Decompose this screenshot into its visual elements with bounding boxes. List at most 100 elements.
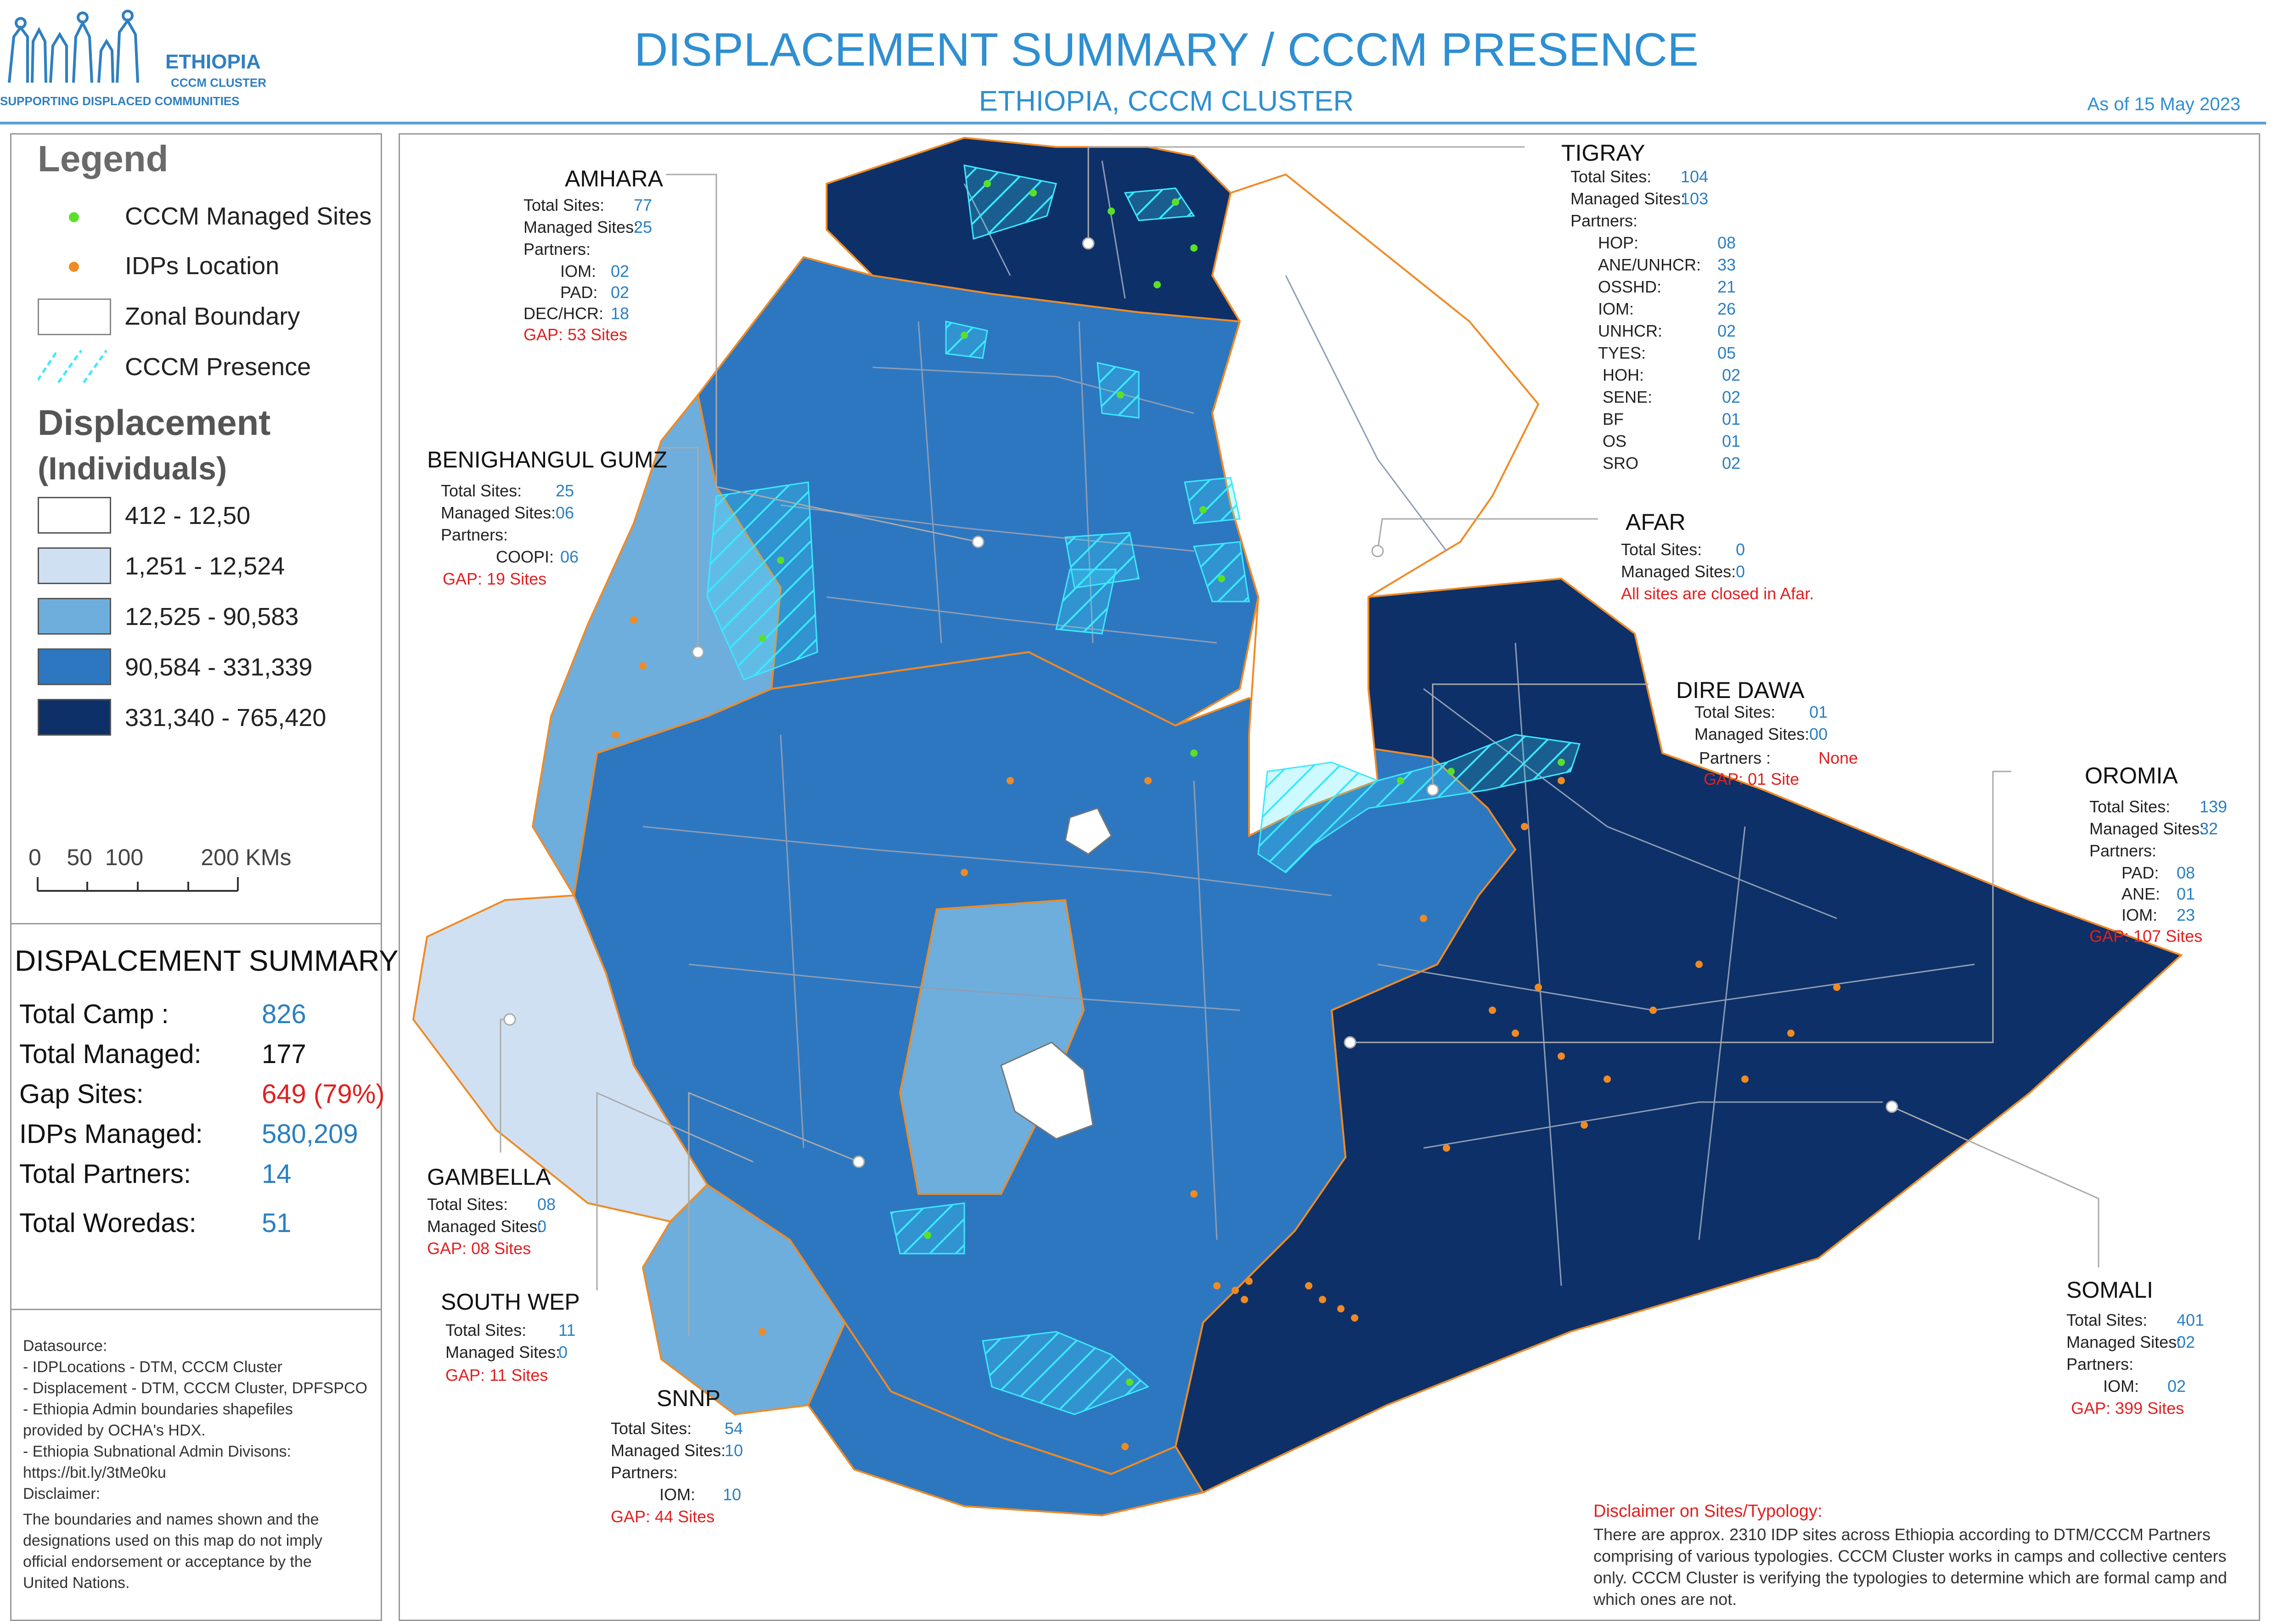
source-line: - IDPLocations - DTM, CCCM Cluster xyxy=(23,1358,282,1376)
tigray-value: 33 xyxy=(1717,255,1736,274)
benishangul-value: 25 xyxy=(556,481,574,500)
scale-bar-label: 0 50 100 200 KMs xyxy=(28,844,292,870)
amhara-key: Managed Sites: xyxy=(523,218,639,236)
diredawa-value: None xyxy=(1818,749,1858,767)
tigray-key: Partners: xyxy=(1570,211,1638,230)
hatch-icon xyxy=(38,349,108,383)
tigray-value: 02 xyxy=(1722,366,1741,384)
amhara-key: PAD: xyxy=(560,283,598,302)
source-line: Datasource: xyxy=(23,1337,107,1355)
diredawa-key: Partners : xyxy=(1699,749,1771,767)
summary-value: 580,209 xyxy=(262,1119,358,1149)
class-swatch-5 xyxy=(38,699,111,736)
orange-dot-icon xyxy=(69,262,79,272)
legend-item-idps-location: IDPs Location xyxy=(125,252,280,280)
afar-value: 0 xyxy=(1736,540,1745,559)
afar-key: Total Sites: xyxy=(1621,540,1702,559)
source-line: official endorsement or acceptance by th… xyxy=(23,1553,312,1570)
amhara-value: 18 xyxy=(611,304,630,323)
tigray-key: OSSHD: xyxy=(1598,277,1662,296)
amhara-gap: GAP: 53 Sites xyxy=(523,325,628,344)
tigray-value: 02 xyxy=(1722,454,1741,473)
legend-divider xyxy=(10,923,382,924)
tigray-key: BF xyxy=(1603,410,1624,428)
legend-divider xyxy=(10,1309,382,1310)
source-line: - Ethiopia Subnational Admin Divisons: xyxy=(23,1443,291,1460)
source-line: United Nations. xyxy=(23,1574,130,1592)
somali-key: Total Sites: xyxy=(2066,1311,2148,1329)
source-line: - Displacement - DTM, CCCM Cluster, DPFS… xyxy=(23,1379,367,1397)
tigray-value: 104 xyxy=(1681,167,1709,186)
class-swatch-3 xyxy=(38,598,111,635)
tigray-value: 21 xyxy=(1717,277,1736,296)
tigray-key: SENE: xyxy=(1603,388,1653,406)
snnp-key: IOM: xyxy=(659,1485,695,1504)
amhara-value: 25 xyxy=(634,218,653,236)
oromia-value: 32 xyxy=(2200,819,2218,838)
tigray-value: 02 xyxy=(1717,321,1736,340)
legend-item-cccm-presence: CCCM Presence xyxy=(125,353,311,381)
tigray-key: IOM: xyxy=(1598,299,1634,318)
summary-value: 177 xyxy=(262,1039,306,1069)
region-south-west xyxy=(642,1183,846,1416)
region-addis xyxy=(1064,807,1112,855)
tigray-key: OS xyxy=(1603,432,1627,450)
source-line: - Ethiopia Admin boundaries shapefiles xyxy=(23,1401,293,1418)
tigray-value: 103 xyxy=(1681,189,1709,208)
oromia-key: Partners: xyxy=(2089,841,2157,860)
gambella-key: Managed Sites: xyxy=(427,1217,542,1236)
benishangul-key: Managed Sites: xyxy=(441,503,556,522)
southwep-value: 11 xyxy=(558,1321,576,1340)
benishangul-key: COOPI: xyxy=(496,547,554,566)
page-subtitle: ETHIOPIA, CCCM CLUSTER xyxy=(979,85,1354,117)
class-swatch-4 xyxy=(38,648,111,685)
oromia-key: PAD: xyxy=(2122,863,2159,882)
diredawa-key: Total Sites: xyxy=(1694,703,1776,721)
afar-note: All sites are closed in Afar. xyxy=(1621,584,1814,603)
displacement-unit: (Individuals) xyxy=(38,450,227,486)
legend-item-managed-sites: CCCM Managed Sites xyxy=(125,203,372,230)
tigray-key: SRO xyxy=(1603,454,1639,473)
source-line: https://bit.ly/3tMe0ku xyxy=(23,1464,166,1481)
gambella-gap: GAP: 08 Sites xyxy=(427,1239,531,1258)
tigray-value: 01 xyxy=(1722,410,1741,428)
disclaimer-title: Disclaimer on Sites/Typology: xyxy=(1593,1502,1823,1521)
somali-value: 401 xyxy=(2177,1311,2205,1329)
region-white-south xyxy=(1000,1041,1094,1140)
snnp-key: Partners: xyxy=(611,1463,678,1482)
snnp-gap: GAP: 44 Sites xyxy=(611,1507,715,1526)
source-line: The boundaries and names shown and the xyxy=(23,1511,319,1528)
scale-bar xyxy=(37,877,239,892)
region-gambella xyxy=(412,894,709,1223)
amhara-key: Partners: xyxy=(523,240,591,259)
oromia-key: IOM: xyxy=(2122,906,2157,924)
tigray-key: ANE/UNHCR: xyxy=(1598,255,1701,274)
page-title: DISPLACEMENT SUMMARY / CCCM PRESENCE xyxy=(634,23,1699,76)
benishangul-gap: GAP: 19 Sites xyxy=(443,569,547,588)
source-line: designations used on this map do not imp… xyxy=(23,1532,323,1549)
tigray-value: 26 xyxy=(1717,299,1736,318)
tigray-key: Managed Sites: xyxy=(1570,189,1686,208)
header-divider xyxy=(0,122,2266,124)
tigray-value: 02 xyxy=(1722,388,1741,406)
somali-value: 02 xyxy=(2167,1377,2186,1396)
region-label-gambella: GAMBELLA xyxy=(427,1164,551,1190)
region-label-oromia: OROMIA xyxy=(2085,763,2178,788)
region-afar xyxy=(1211,173,1540,838)
somali-key: Managed Sites: xyxy=(2066,1333,2182,1351)
southwep-value: 0 xyxy=(558,1343,568,1362)
benishangul-key: Total Sites: xyxy=(441,481,522,500)
tigray-key: UNHCR: xyxy=(1598,321,1662,340)
oromia-key: Managed Sites: xyxy=(2089,819,2205,838)
cluster-logo xyxy=(8,10,139,83)
logo-tagline: SUPPORTING DISPLACED COMMUNITIES xyxy=(0,94,240,108)
amhara-key: Total Sites: xyxy=(523,196,605,214)
tigray-value: 05 xyxy=(1717,343,1736,362)
snnp-value: 10 xyxy=(723,1485,742,1504)
tigray-key: HOH: xyxy=(1603,366,1644,384)
gambella-value: 0 xyxy=(537,1217,547,1236)
benishangul-key: Partners: xyxy=(441,525,508,544)
ethiopia-map xyxy=(412,136,2183,1517)
tigray-value: 01 xyxy=(1722,432,1741,450)
region-label-south-west: SOUTH WEP xyxy=(441,1289,580,1315)
